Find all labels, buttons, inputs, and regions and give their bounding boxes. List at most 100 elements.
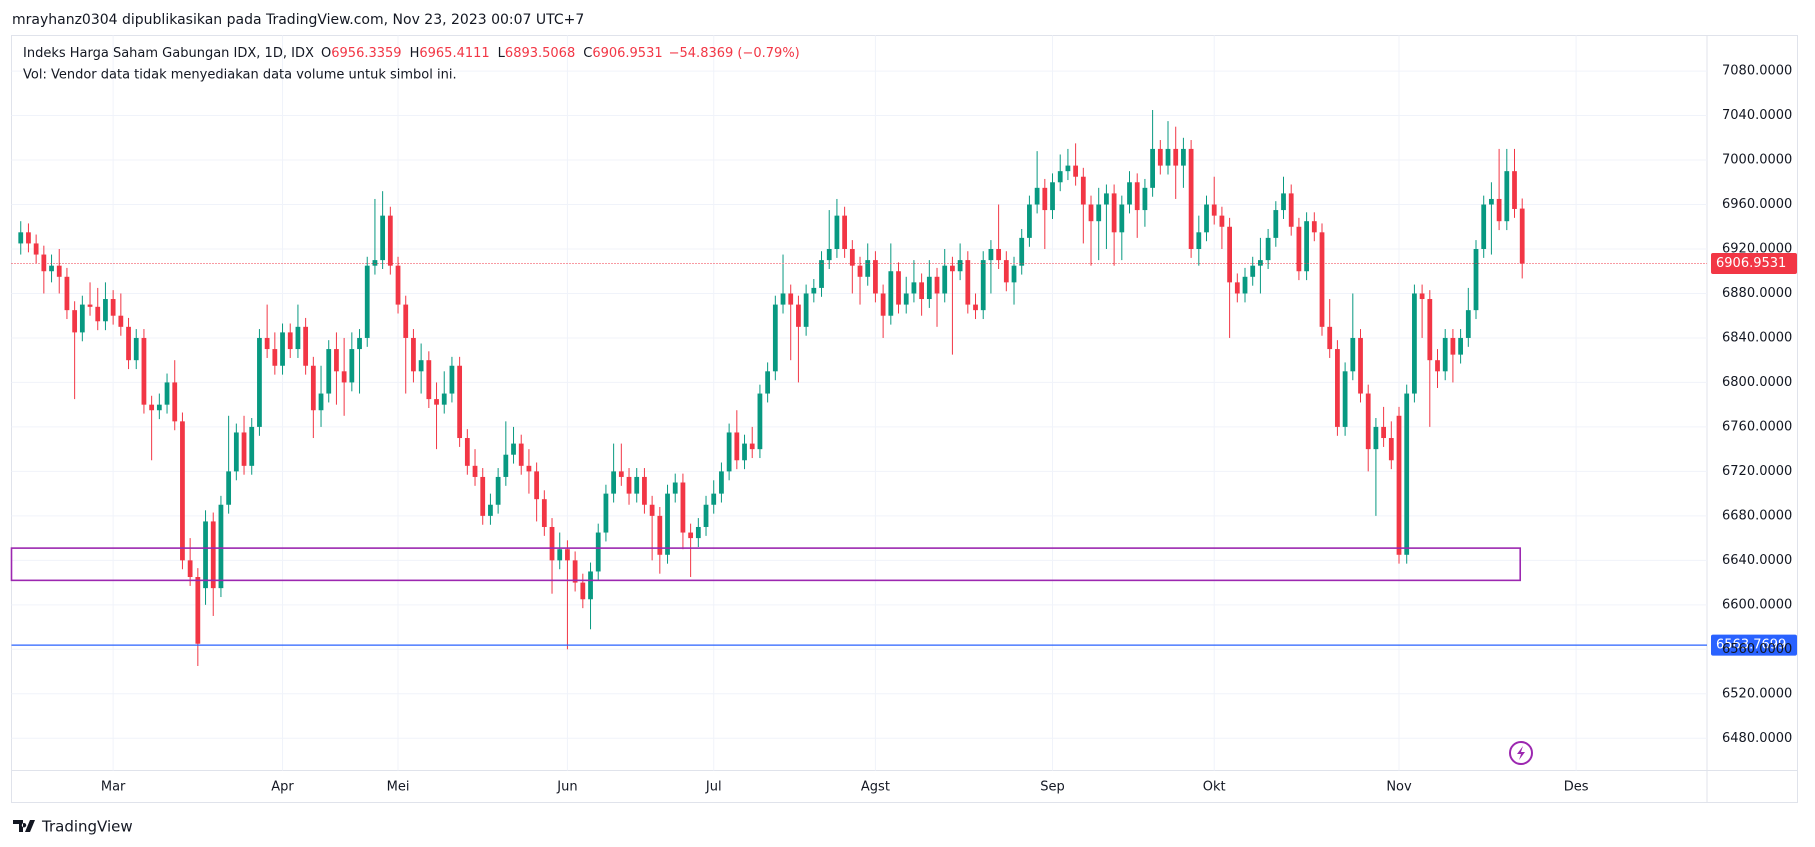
candle-body <box>1512 171 1517 209</box>
candle-body <box>1327 326 1333 350</box>
candle-body <box>757 393 763 450</box>
candle-body <box>1435 360 1440 372</box>
brand-logo <box>13 820 35 832</box>
candle-body <box>973 304 978 311</box>
candle-body <box>1388 438 1394 461</box>
candle-body <box>1096 204 1102 222</box>
candle-body <box>1473 248 1479 311</box>
brand-name: TradingView <box>41 818 133 836</box>
grid <box>11 35 1707 771</box>
candle-body <box>1142 187 1148 211</box>
candle-body <box>387 215 393 266</box>
candle-body <box>1465 310 1471 338</box>
candle-body <box>1165 148 1171 166</box>
y-tick-label: 6840.0000 <box>1722 330 1792 345</box>
candle-body <box>56 265 62 277</box>
candle-body <box>557 549 563 561</box>
alert-bolt[interactable] <box>1517 746 1525 760</box>
candle-body <box>580 582 586 600</box>
candle-body <box>742 443 747 461</box>
candle-body <box>18 232 24 244</box>
candle-body <box>926 276 932 300</box>
candle-body <box>1350 337 1356 372</box>
candle-body <box>1242 276 1248 294</box>
candle-body <box>149 404 155 411</box>
candle-body <box>1150 148 1156 188</box>
candle-body <box>295 326 301 350</box>
candle-body <box>195 577 201 644</box>
candle-body <box>950 265 955 272</box>
candle-body <box>1173 148 1179 166</box>
candle-body <box>418 360 424 372</box>
candle-body <box>1365 393 1371 450</box>
candle-body <box>1412 293 1417 394</box>
candle-body <box>103 299 108 322</box>
frame <box>11 35 1798 803</box>
candle-body <box>280 332 285 366</box>
candle-body <box>865 260 871 277</box>
candle-body <box>210 521 216 589</box>
candle-body <box>341 371 347 383</box>
candle-body <box>611 471 617 494</box>
candle-body <box>1496 198 1502 222</box>
candle-body <box>873 260 878 294</box>
candle-body <box>172 382 178 422</box>
candle-body <box>541 499 547 527</box>
candle-body <box>695 526 701 539</box>
candle-body <box>1204 204 1209 233</box>
candle-body <box>665 493 670 555</box>
candle-body <box>164 382 170 405</box>
x-tick-label: Agst <box>861 780 890 795</box>
candle-body <box>1234 282 1240 294</box>
candle-body <box>1088 204 1094 222</box>
candle-body <box>811 287 817 294</box>
candle-body <box>819 260 824 288</box>
candle-body <box>934 276 940 294</box>
candle-body <box>257 337 262 427</box>
candle-body <box>1119 204 1125 233</box>
candle-body <box>1073 165 1079 177</box>
candle-body <box>49 265 54 272</box>
candle-body <box>1273 210 1279 238</box>
candle-body <box>1057 171 1063 183</box>
x-tick-label: Okt <box>1203 780 1226 795</box>
alert-icon[interactable] <box>1509 741 1533 765</box>
candle-body <box>942 265 948 294</box>
y-tick-label: 6560.0000 <box>1722 642 1792 657</box>
candle-body <box>1427 299 1433 361</box>
candle-body <box>588 571 593 600</box>
candle-body <box>1304 221 1309 272</box>
candle-body <box>264 337 270 350</box>
candle-body <box>634 476 640 494</box>
candle-body <box>1489 198 1494 205</box>
candle-body <box>488 504 493 516</box>
candle-body <box>565 549 570 561</box>
y-tick-label: 6720.0000 <box>1722 464 1792 479</box>
candle-body <box>26 232 31 244</box>
candle-body <box>1381 426 1386 439</box>
candle-body <box>572 560 578 583</box>
candle-body <box>1111 193 1117 233</box>
candle-body <box>796 304 801 327</box>
candle-body <box>1373 426 1379 450</box>
zone <box>10 547 1522 582</box>
candle-body <box>595 532 601 572</box>
y-tick-label: 6960.0000 <box>1722 197 1792 212</box>
candle-body <box>87 304 93 307</box>
hline-price-box <box>1711 634 1797 656</box>
candle-body <box>680 482 686 533</box>
candle-body <box>603 493 609 533</box>
y-tick-label: 6640.0000 <box>1722 553 1792 568</box>
y-tick-label: 6880.0000 <box>1722 286 1792 301</box>
candle-body <box>780 293 786 305</box>
y-tick-label: 6680.0000 <box>1722 508 1792 523</box>
candle-body <box>880 293 886 316</box>
candle-body <box>719 471 724 494</box>
candle-body <box>1258 260 1263 266</box>
candle-body <box>334 349 339 372</box>
candle-body <box>133 337 139 361</box>
current-price-label: 6906.9531 <box>1716 256 1786 271</box>
candle-body <box>457 365 463 439</box>
candle-body <box>888 271 894 316</box>
y-tick-label: 7040.0000 <box>1722 108 1792 123</box>
